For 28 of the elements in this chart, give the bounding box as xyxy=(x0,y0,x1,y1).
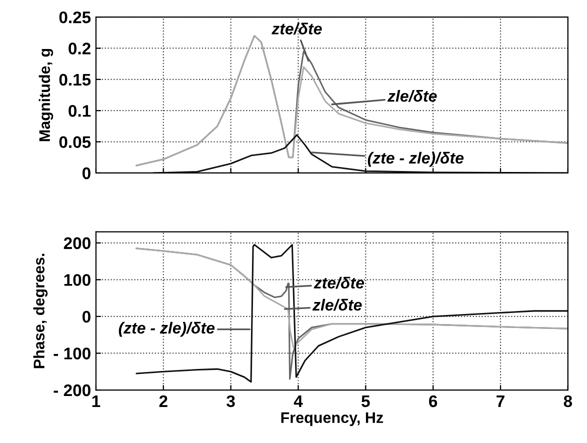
y-tick-label: - 100 xyxy=(54,348,90,360)
y-tick-label: 100 xyxy=(64,274,90,286)
y-axis-title: Magnitude, g xyxy=(38,48,54,142)
x-tick-label: 6 xyxy=(429,395,438,408)
x-tick-label: 4 xyxy=(294,395,303,407)
x-tick-label: 3 xyxy=(226,395,235,408)
y-tick-label: 200 xyxy=(64,237,90,250)
annotation: zle/δte xyxy=(387,90,437,102)
x-tick-label: 5 xyxy=(362,395,370,408)
annotation: zte/δte xyxy=(272,22,322,35)
y-tick-label: 0.1 xyxy=(68,105,91,117)
y-tick-label: 0.05 xyxy=(59,136,91,148)
y-tick-label: 0.15 xyxy=(59,74,91,86)
x-axis-title: Frequency, Hz xyxy=(281,412,384,426)
y-tick-label: 0 xyxy=(82,310,90,323)
x-tick-label: 8 xyxy=(564,395,572,408)
y-tick-label: 0 xyxy=(82,167,90,180)
y-tick-label: 0.2 xyxy=(68,42,90,54)
x-tick-label: 2 xyxy=(159,395,168,407)
y-axis-title: Phase, degrees. xyxy=(33,254,48,368)
x-tick-label: 7 xyxy=(496,395,504,407)
annotation: (zte - zle)/δte xyxy=(118,322,215,337)
y-tick-label: - 200 xyxy=(54,384,90,396)
annotation: zte/δte xyxy=(314,276,364,289)
y-tick-label: 0.25 xyxy=(59,11,91,24)
annotation: zle/δte xyxy=(312,298,362,311)
annotation: (zte - zle)/δte xyxy=(368,152,464,167)
x-tick-label: 1 xyxy=(92,395,100,407)
